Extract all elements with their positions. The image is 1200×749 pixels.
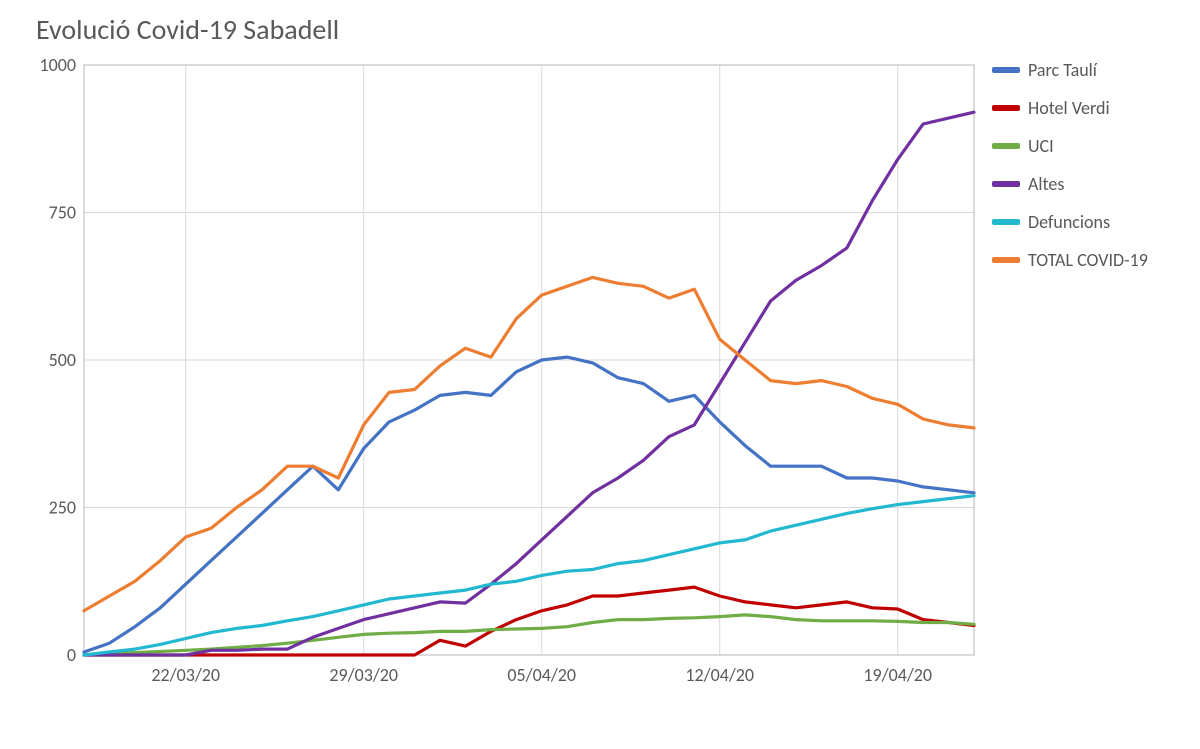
- legend-swatch: [992, 181, 1020, 187]
- x-tick-label: 12/04/20: [685, 664, 754, 686]
- legend-swatch: [992, 143, 1020, 149]
- x-tick-label: 22/03/20: [151, 664, 220, 686]
- y-tick-label: 750: [49, 202, 76, 224]
- y-tick-label: 0: [67, 644, 76, 666]
- legend-item: Hotel Verdi: [992, 97, 1148, 119]
- legend-item: Altes: [992, 173, 1148, 195]
- legend-item: UCI: [992, 135, 1148, 157]
- plot-and-legend: 0 250 500 750 1000 22/03/20 29/03/20 05/04/20 12…: [24, 55, 1192, 695]
- legend-item: Parc Taulí: [992, 59, 1148, 81]
- y-tick-label: 250: [49, 497, 76, 519]
- y-tick-label: 1000: [40, 55, 77, 76]
- plot-area: 0 250 500 750 1000 22/03/20 29/03/20 05/04/20 12…: [24, 55, 984, 695]
- legend-label: Parc Taulí: [1028, 59, 1097, 81]
- legend-swatch: [992, 257, 1020, 263]
- chart-svg: 0 250 500 750 1000 22/03/20 29/03/20 05/04/20 12…: [24, 55, 984, 695]
- legend-item: Defuncions: [992, 211, 1148, 233]
- legend-swatch: [992, 105, 1020, 111]
- y-tick-label: 500: [49, 349, 76, 371]
- legend-label: Hotel Verdi: [1028, 97, 1110, 119]
- legend-label: UCI: [1028, 135, 1054, 157]
- legend-label: Altes: [1028, 173, 1064, 195]
- legend-swatch: [992, 219, 1020, 225]
- legend-label: Defuncions: [1028, 211, 1110, 233]
- chart-title: Evolució Covid-19 Sabadell: [36, 12, 1192, 47]
- legend: Parc Taulí Hotel Verdi UCI Altes Defuncions T…: [992, 59, 1148, 271]
- x-tick-label: 05/04/20: [507, 664, 576, 686]
- legend-swatch: [992, 67, 1020, 73]
- x-tick-label: 29/03/20: [329, 664, 398, 686]
- legend-label: TOTAL COVID-19: [1028, 249, 1148, 271]
- legend-item: TOTAL COVID-19: [992, 249, 1148, 271]
- x-tick-label: 19/04/20: [863, 664, 932, 686]
- chart-container: Evolució Covid-19 Sabadell 0 250 500 750 100…: [0, 0, 1200, 749]
